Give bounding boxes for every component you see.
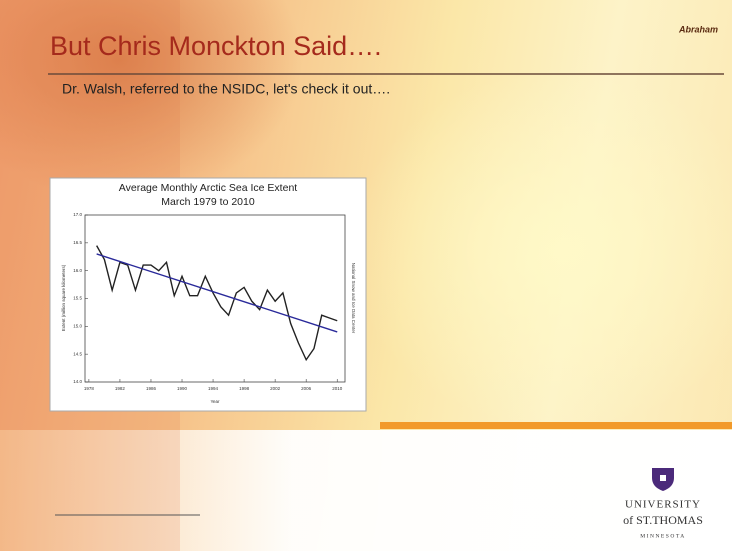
logo-line3: MINNESOTA — [640, 533, 685, 539]
y-tick-label: 15.5 — [73, 296, 82, 301]
x-tick-label: 1982 — [115, 386, 126, 391]
y-tick-label: 17.0 — [73, 212, 82, 217]
y-tick-label: 15.0 — [73, 324, 82, 329]
x-axis-label: Year — [210, 399, 220, 404]
slide-subtitle: Dr. Walsh, referred to the NSIDC, let's … — [62, 81, 390, 97]
orange-band — [380, 422, 732, 429]
x-tick-label: 1986 — [146, 386, 157, 391]
logo-shield-mark — [660, 475, 666, 481]
slide-title: But Chris Monckton Said…. — [50, 31, 382, 61]
y-tick-label: 16.0 — [73, 268, 82, 273]
y-tick-label: 14.0 — [73, 379, 82, 384]
x-tick-label: 2002 — [270, 386, 281, 391]
y-tick-label: 14.5 — [73, 351, 82, 356]
chart-subtitle: March 1979 to 2010 — [161, 196, 255, 208]
chart-title: Average Monthly Arctic Sea Ice Extent — [119, 182, 297, 194]
logo-line2: of ST.THOMAS — [623, 513, 703, 527]
trend-line — [96, 253, 338, 333]
side-label: National Snow and Ice Data Center — [351, 263, 356, 334]
slide-lower-background — [0, 430, 732, 551]
x-tick-label: 1978 — [84, 386, 95, 391]
x-tick-label: 1998 — [239, 386, 250, 391]
chart-frame — [49, 177, 367, 412]
x-tick-label: 2010 — [332, 386, 343, 391]
y-axis-label: Extent (million square kilometers) — [61, 264, 66, 331]
y-tick-label: 16.5 — [73, 240, 82, 245]
x-tick-label: 1990 — [177, 386, 188, 391]
data-line — [96, 245, 338, 362]
author: Abraham — [678, 24, 718, 34]
x-tick-label: 2006 — [301, 386, 312, 391]
x-tick-label: 1994 — [208, 386, 219, 391]
logo-line1: UNIVERSITY — [625, 499, 701, 511]
